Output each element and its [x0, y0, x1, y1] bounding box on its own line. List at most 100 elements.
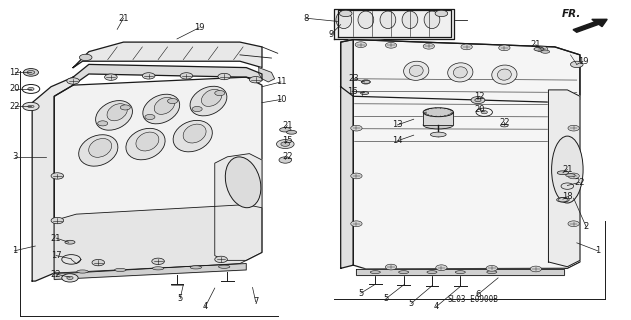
Circle shape: [355, 42, 367, 48]
Text: 21: 21: [562, 165, 572, 174]
Ellipse shape: [427, 271, 437, 274]
Circle shape: [568, 173, 579, 179]
Circle shape: [28, 87, 34, 91]
Circle shape: [486, 266, 497, 271]
Ellipse shape: [360, 92, 369, 94]
Circle shape: [461, 44, 472, 50]
Ellipse shape: [190, 266, 201, 269]
Ellipse shape: [500, 124, 508, 127]
Polygon shape: [357, 269, 564, 275]
Circle shape: [62, 274, 78, 282]
Text: 5: 5: [384, 294, 389, 303]
Text: 22: 22: [575, 178, 585, 187]
Ellipse shape: [225, 157, 261, 208]
Ellipse shape: [497, 69, 511, 80]
FancyArrow shape: [573, 19, 607, 32]
Circle shape: [276, 140, 294, 148]
Ellipse shape: [448, 63, 473, 82]
Text: 18: 18: [562, 192, 573, 201]
Circle shape: [51, 217, 64, 224]
Circle shape: [92, 260, 105, 266]
Ellipse shape: [336, 11, 351, 28]
Ellipse shape: [487, 271, 497, 274]
Ellipse shape: [143, 94, 180, 124]
Ellipse shape: [65, 240, 75, 244]
Ellipse shape: [370, 271, 380, 274]
Text: 3: 3: [12, 152, 17, 161]
Ellipse shape: [430, 132, 446, 137]
Text: 22: 22: [282, 152, 292, 161]
Text: 21: 21: [118, 14, 129, 23]
Ellipse shape: [557, 171, 569, 175]
Polygon shape: [73, 42, 262, 68]
Text: 10: 10: [276, 95, 286, 104]
Ellipse shape: [107, 104, 127, 121]
Ellipse shape: [79, 135, 118, 166]
Text: 5: 5: [358, 289, 363, 298]
Circle shape: [143, 73, 155, 79]
Ellipse shape: [28, 105, 34, 108]
Polygon shape: [259, 68, 274, 82]
Circle shape: [180, 73, 192, 79]
Ellipse shape: [410, 65, 423, 76]
Circle shape: [215, 256, 227, 263]
Ellipse shape: [541, 50, 550, 53]
Polygon shape: [341, 40, 580, 103]
Circle shape: [561, 183, 574, 189]
Polygon shape: [54, 77, 262, 273]
Text: 6: 6: [475, 290, 481, 299]
Ellipse shape: [95, 100, 133, 130]
Text: 23: 23: [348, 74, 358, 83]
Text: 16: 16: [346, 87, 357, 96]
Text: 22: 22: [51, 269, 61, 279]
Circle shape: [570, 61, 583, 68]
Text: 4: 4: [203, 302, 208, 311]
Ellipse shape: [566, 174, 575, 177]
Circle shape: [23, 102, 39, 111]
Ellipse shape: [424, 11, 440, 28]
Ellipse shape: [423, 108, 454, 117]
Ellipse shape: [358, 11, 374, 28]
Ellipse shape: [404, 61, 429, 80]
Circle shape: [145, 115, 155, 120]
Circle shape: [351, 221, 362, 227]
Ellipse shape: [557, 197, 569, 202]
Text: 12: 12: [9, 68, 20, 77]
Circle shape: [105, 74, 117, 80]
Text: 8: 8: [304, 14, 309, 23]
Circle shape: [67, 276, 73, 279]
Ellipse shape: [77, 270, 88, 273]
Ellipse shape: [423, 121, 454, 129]
Text: 21: 21: [282, 121, 292, 130]
Polygon shape: [54, 204, 262, 273]
Circle shape: [152, 258, 165, 265]
Polygon shape: [353, 40, 580, 269]
Circle shape: [568, 221, 579, 227]
Polygon shape: [73, 64, 262, 85]
Ellipse shape: [399, 271, 409, 274]
Circle shape: [215, 91, 225, 96]
Text: 22: 22: [499, 118, 510, 127]
Circle shape: [168, 99, 177, 104]
Circle shape: [386, 43, 397, 48]
Text: 11: 11: [276, 77, 286, 86]
Text: 14: 14: [392, 136, 403, 145]
Text: 5: 5: [177, 294, 183, 303]
Circle shape: [279, 157, 292, 163]
Circle shape: [249, 76, 262, 83]
Ellipse shape: [190, 86, 227, 116]
Ellipse shape: [183, 124, 206, 143]
Polygon shape: [54, 264, 246, 279]
Text: 20: 20: [474, 105, 485, 114]
Ellipse shape: [154, 97, 175, 114]
Circle shape: [121, 105, 131, 110]
Ellipse shape: [136, 132, 159, 151]
Circle shape: [67, 78, 80, 84]
Polygon shape: [423, 112, 454, 125]
Text: 17: 17: [50, 251, 61, 260]
Text: 5: 5: [409, 299, 414, 308]
Text: FR.: FR.: [562, 9, 581, 19]
Ellipse shape: [551, 136, 583, 203]
Text: 1: 1: [12, 246, 17, 255]
Text: 21: 21: [531, 40, 541, 49]
